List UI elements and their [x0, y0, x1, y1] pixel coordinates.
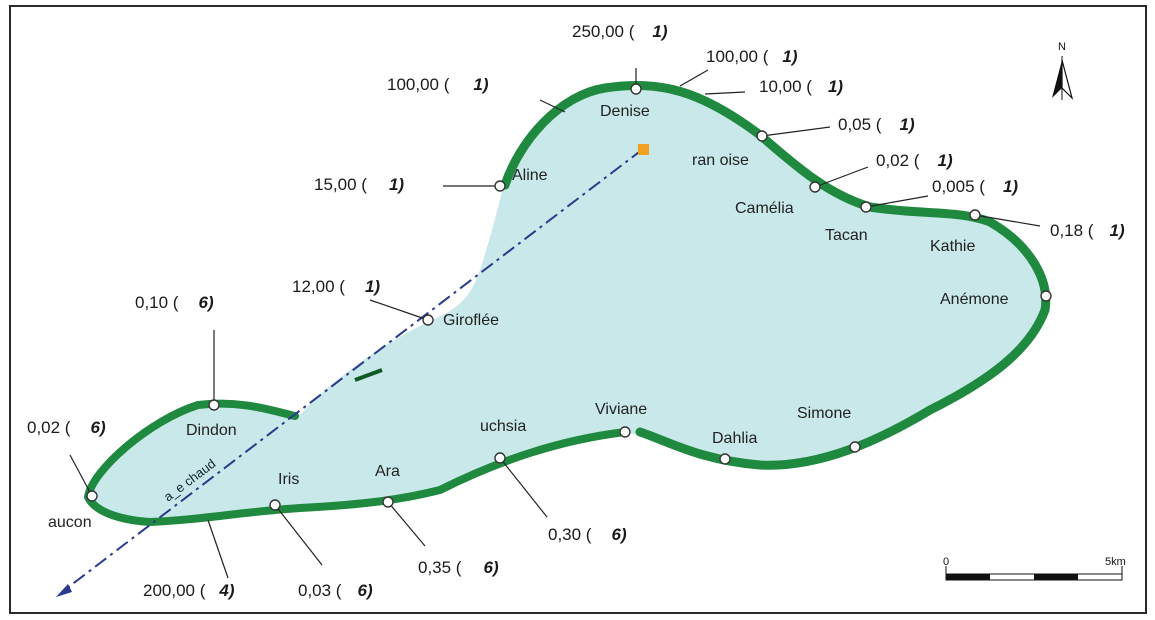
value-faucon: 0,02 (6)	[27, 418, 106, 437]
site-marker-denise	[630, 83, 642, 95]
site-label-iris: Iris	[278, 471, 299, 488]
site-marker-giroflee	[422, 314, 434, 326]
site-marker-ara	[382, 496, 394, 508]
site-marker-anemone	[1040, 290, 1052, 302]
site-label-fuchsia: uchsia	[480, 418, 526, 435]
site-marker-francoise	[756, 130, 768, 142]
site-marker-viviane	[619, 426, 631, 438]
site-marker-kathie	[969, 209, 981, 221]
site-label-giroflee: Giroflée	[443, 312, 499, 329]
site-label-francoise: ran oise	[692, 152, 749, 169]
site-label-denise: Denise	[600, 103, 650, 120]
value-dindon: 0,10 (6)	[135, 293, 214, 312]
value-francoise: 0,05 (1)	[838, 115, 915, 134]
site-marker-iris	[269, 499, 281, 511]
lagoon	[88, 85, 1046, 523]
value-r100b: 100,00 (1)	[706, 47, 798, 66]
site-label-viviane: Viviane	[595, 401, 647, 418]
scale-bar: 0 5km	[943, 556, 1126, 581]
scale-start: 0	[943, 556, 949, 568]
site-label-dindon: Dindon	[186, 422, 237, 439]
svg-text:N: N	[1058, 41, 1066, 53]
site-label-camelia: Camélia	[735, 200, 794, 217]
hot-axis-line	[61, 148, 644, 593]
value-r10: 10,00 (1)	[759, 77, 843, 96]
reef-south	[83, 399, 629, 527]
scale-end: 5km	[1105, 556, 1126, 568]
site-marker-camelia	[809, 181, 821, 193]
site-label-dahlia: Dahlia	[712, 430, 757, 447]
value-giroflee: 12,00 (1)	[292, 277, 380, 296]
value-kathie: 0,18 (1)	[1050, 221, 1125, 240]
site-markers	[86, 83, 1052, 511]
value-r200: 200,00 (4)	[143, 581, 235, 600]
site-label-faucon: aucon	[48, 514, 92, 531]
value-ara: 0,35 (6)	[418, 558, 499, 577]
site-label-anemone: Anémone	[940, 291, 1009, 308]
value-tacan: 0,005 (1)	[932, 177, 1018, 196]
leader-lines	[69, 68, 1041, 579]
site-marker-fuchsia	[494, 452, 506, 464]
value-denise: 250,00 (1)	[572, 22, 668, 41]
site-marker-dahlia	[719, 453, 731, 465]
site-marker-faucon	[86, 490, 98, 502]
orange-marker	[638, 144, 649, 155]
reef-rim	[500, 81, 1051, 470]
value-iris: 0,03 (6)	[298, 581, 373, 600]
value-aline: 15,00 (1)	[314, 175, 404, 194]
value-labels: 250,00 (1) 100,00 (1) 10,00 (1) 100,00 (…	[27, 22, 1125, 600]
value-camelia: 0,02 (1)	[876, 151, 953, 170]
site-label-aline: Aline	[512, 167, 548, 184]
site-label-tacan: Tacan	[825, 227, 868, 244]
site-label-simone: Simone	[797, 405, 851, 422]
site-marker-tacan	[860, 201, 872, 213]
site-label-ara: Ara	[375, 463, 400, 480]
site-marker-dindon	[208, 399, 220, 411]
site-marker-aline	[494, 180, 506, 192]
value-r100a: 100,00 (1)	[387, 75, 489, 94]
reef-islet	[354, 368, 383, 382]
north-arrow-icon: N	[1052, 41, 1074, 100]
value-fuchsia: 0,30 (6)	[548, 525, 627, 544]
site-label-kathie: Kathie	[930, 238, 975, 255]
site-marker-simone	[849, 441, 861, 453]
axis-arrow-icon	[56, 584, 72, 597]
